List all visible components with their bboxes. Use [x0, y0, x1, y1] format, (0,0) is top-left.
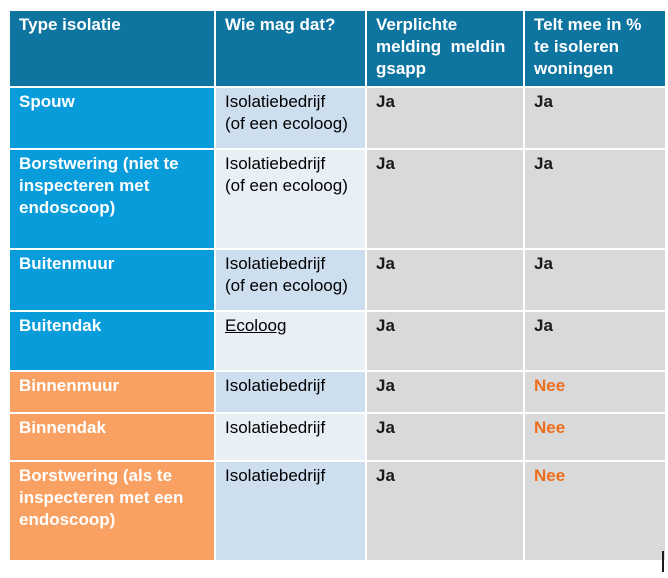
- type-cell: Borstwering (als te inspecteren met een …: [8, 460, 216, 562]
- type-cell: Buitenmuur: [8, 248, 216, 312]
- who-cell: Isolatiebedrijf (of een ecoloog): [214, 86, 367, 150]
- who-cell: Isolatiebedrijf: [214, 370, 367, 414]
- telt-cell: Ja: [523, 148, 667, 250]
- table-row-spouw: Spouw Isolatiebedrijf (of een ecoloog) J…: [8, 86, 667, 150]
- table-header: Type isolatie Wie mag dat? Verplichte me…: [8, 9, 667, 88]
- telt-cell: Ja: [523, 248, 667, 312]
- table-row-borstwering-niet: Borstwering (niet te inspecteren met end…: [8, 148, 667, 250]
- telt-cell: Nee: [523, 370, 667, 414]
- telt-cell: Ja: [523, 310, 667, 372]
- melding-cell: Ja: [365, 86, 525, 150]
- table-row-buitendak: Buitendak Ecoloog Ja Ja: [8, 310, 667, 372]
- who-cell: Isolatiebedrijf (of een ecoloog): [214, 148, 367, 250]
- table-row-binnendak: Binnendak Isolatiebedrijf Ja Nee: [8, 412, 667, 462]
- table-row-buitenmuur: Buitenmuur Isolatiebedrijf (of een ecolo…: [8, 248, 667, 312]
- type-cell: Spouw: [8, 86, 216, 150]
- type-cell: Borstwering (niet te inspecteren met end…: [8, 148, 216, 250]
- column-header-verplichte-melding: Verplichte melding meldin gsapp: [365, 9, 525, 88]
- type-cell: Binnenmuur: [8, 370, 216, 414]
- melding-cell: Ja: [365, 148, 525, 250]
- table-row-borstwering-als: Borstwering (als te inspecteren met een …: [8, 460, 667, 562]
- who-cell: Isolatiebedrijf (of een ecoloog): [214, 248, 367, 312]
- melding-cell: Ja: [365, 370, 525, 414]
- table-row-binnenmuur: Binnenmuur Isolatiebedrijf Ja Nee: [8, 370, 667, 414]
- type-cell: Binnendak: [8, 412, 216, 462]
- insulation-table: Type isolatie Wie mag dat? Verplichte me…: [8, 9, 667, 562]
- table-body: Spouw Isolatiebedrijf (of een ecoloog) J…: [8, 86, 667, 562]
- telt-cell: Ja: [523, 86, 667, 150]
- who-cell: Isolatiebedrijf: [214, 412, 367, 462]
- telt-cell: Nee: [523, 412, 667, 462]
- telt-cell: Nee: [523, 460, 667, 562]
- text-cursor: [662, 551, 664, 572]
- melding-cell: Ja: [365, 460, 525, 562]
- melding-cell: Ja: [365, 248, 525, 312]
- ecoloog-link[interactable]: Ecoloog: [225, 316, 287, 335]
- who-cell: Ecoloog: [214, 310, 367, 372]
- column-header-telt-mee: Telt mee in % te isoleren woningen: [523, 9, 667, 88]
- header-row: Type isolatie Wie mag dat? Verplichte me…: [8, 9, 667, 88]
- melding-cell: Ja: [365, 310, 525, 372]
- melding-cell: Ja: [365, 412, 525, 462]
- column-header-wie-mag-dat: Wie mag dat?: [214, 9, 367, 88]
- type-cell: Buitendak: [8, 310, 216, 372]
- who-cell: Isolatiebedrijf: [214, 460, 367, 562]
- column-header-type-isolatie: Type isolatie: [8, 9, 216, 88]
